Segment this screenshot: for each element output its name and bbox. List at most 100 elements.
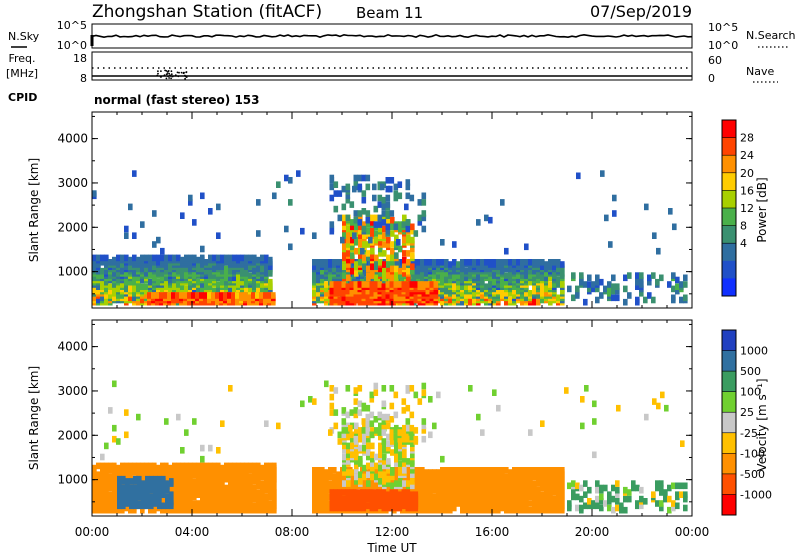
heatmap-cell [240, 462, 245, 470]
heatmap-cell [516, 467, 521, 474]
heatmap-cell [504, 467, 509, 474]
heatmap-cell [464, 267, 469, 275]
heatmap-cell [651, 272, 656, 279]
heatmap-cell [342, 442, 347, 450]
heatmap-cell [236, 462, 241, 470]
heatmap-cell [333, 422, 339, 430]
heatmap-cell [329, 281, 335, 288]
heatmap-cell [432, 480, 437, 487]
heatmap-cell [389, 210, 395, 217]
heatmap-cell [374, 230, 379, 237]
heatmap-cell [508, 478, 513, 485]
heatmap-cell [108, 462, 113, 470]
heatmap-cell [548, 259, 553, 266]
heatmap-cell [200, 287, 205, 295]
heatmap-cell [406, 234, 411, 242]
heatmap-cell [156, 265, 161, 273]
heatmap-cell [176, 281, 181, 288]
heatmap-cell [157, 475, 162, 483]
heatmap-cell [333, 181, 339, 188]
heatmap-cell [243, 292, 248, 299]
heatmap-cell [393, 294, 399, 302]
heatmap-cell [128, 203, 133, 211]
heatmap-cell [528, 493, 533, 501]
heatmap-cell [492, 259, 497, 266]
heatmap-cell [366, 462, 371, 470]
heatmap-cell [336, 471, 341, 478]
heatmap-cell [353, 216, 359, 224]
heatmap-cell [328, 467, 333, 474]
heatmap-cell [405, 219, 411, 226]
heatmap-cell [207, 292, 212, 299]
heatmap-cell [211, 292, 216, 299]
heatmap-cell [353, 174, 359, 182]
heatmap-cell [456, 261, 461, 268]
heatmap-cell [332, 259, 337, 266]
heatmap-cell [683, 274, 688, 282]
heatmap-cell [373, 221, 379, 228]
heatmap-cell [271, 292, 276, 299]
heatmap-cell [421, 281, 427, 288]
heatmap-cell [362, 464, 367, 472]
heatmap-cell [429, 281, 435, 288]
heatmap-cell [153, 498, 158, 505]
heatmap-cell [100, 267, 105, 275]
heatmap-cell [374, 274, 379, 282]
heatmap-cell [671, 285, 676, 293]
heatmap-cell [117, 482, 122, 490]
heatmap-cell [378, 442, 383, 450]
heatmap-cell [342, 263, 347, 270]
heatmap-cell [386, 440, 391, 447]
heatmap-cell [544, 493, 549, 501]
heatmap-cell [390, 438, 395, 445]
heatmap-cell [366, 272, 371, 279]
heatmap-cell [452, 241, 457, 248]
heatmap-cell [432, 493, 437, 501]
heatmap-cell [160, 254, 165, 262]
heatmap-cell [370, 442, 375, 450]
heatmap-cell [366, 442, 371, 450]
heatmap-cell [240, 484, 245, 492]
heatmap-cell [405, 179, 411, 186]
heatmap-cell [468, 259, 473, 266]
heatmap-cell [382, 475, 387, 483]
heatmap-cell [444, 482, 449, 490]
heatmap-cell [333, 190, 339, 197]
heatmap-cell [342, 447, 347, 454]
heatmap-cell [354, 236, 359, 244]
heatmap-cell [333, 290, 339, 297]
heatmap-cell [402, 460, 407, 467]
station-title: Zhongshan Station (fitACF) [92, 2, 322, 22]
heatmap-cell [390, 265, 395, 273]
heatmap-cell [188, 462, 193, 470]
heatmap-cell [136, 265, 141, 273]
heatmap-cell [232, 478, 237, 485]
heatmap-cell [370, 219, 375, 226]
heatmap-cell [358, 227, 363, 235]
heatmap-cell [366, 449, 371, 456]
heatmap-cell [204, 259, 209, 266]
heatmap-cell [370, 227, 375, 235]
heatmap-cell [163, 292, 168, 299]
heatmap-cell [370, 464, 375, 472]
heatmap-cell [187, 298, 192, 306]
heatmap-cell [492, 296, 497, 304]
heatmap-cell [398, 221, 403, 228]
heatmap-cell [362, 232, 367, 239]
heatmap-cell [160, 247, 165, 255]
heatmap-cell [464, 486, 469, 494]
heatmap-cell [256, 256, 261, 264]
heatmap-cell [353, 498, 359, 505]
heatmap-cell [224, 484, 229, 492]
heatmap-cell [440, 274, 445, 282]
nave-tick-top: 60 [708, 54, 722, 67]
heatmap-cell [436, 482, 441, 490]
heatmap-cell [353, 287, 359, 295]
heatmap-cell [216, 270, 221, 277]
heatmap-cell [337, 493, 343, 501]
nsky-label: N.Sky [8, 30, 40, 43]
heatmap-cell [500, 290, 505, 297]
heatmap-cell [156, 464, 161, 472]
heatmap-cell [366, 221, 371, 228]
heatmap-cell [382, 274, 387, 282]
